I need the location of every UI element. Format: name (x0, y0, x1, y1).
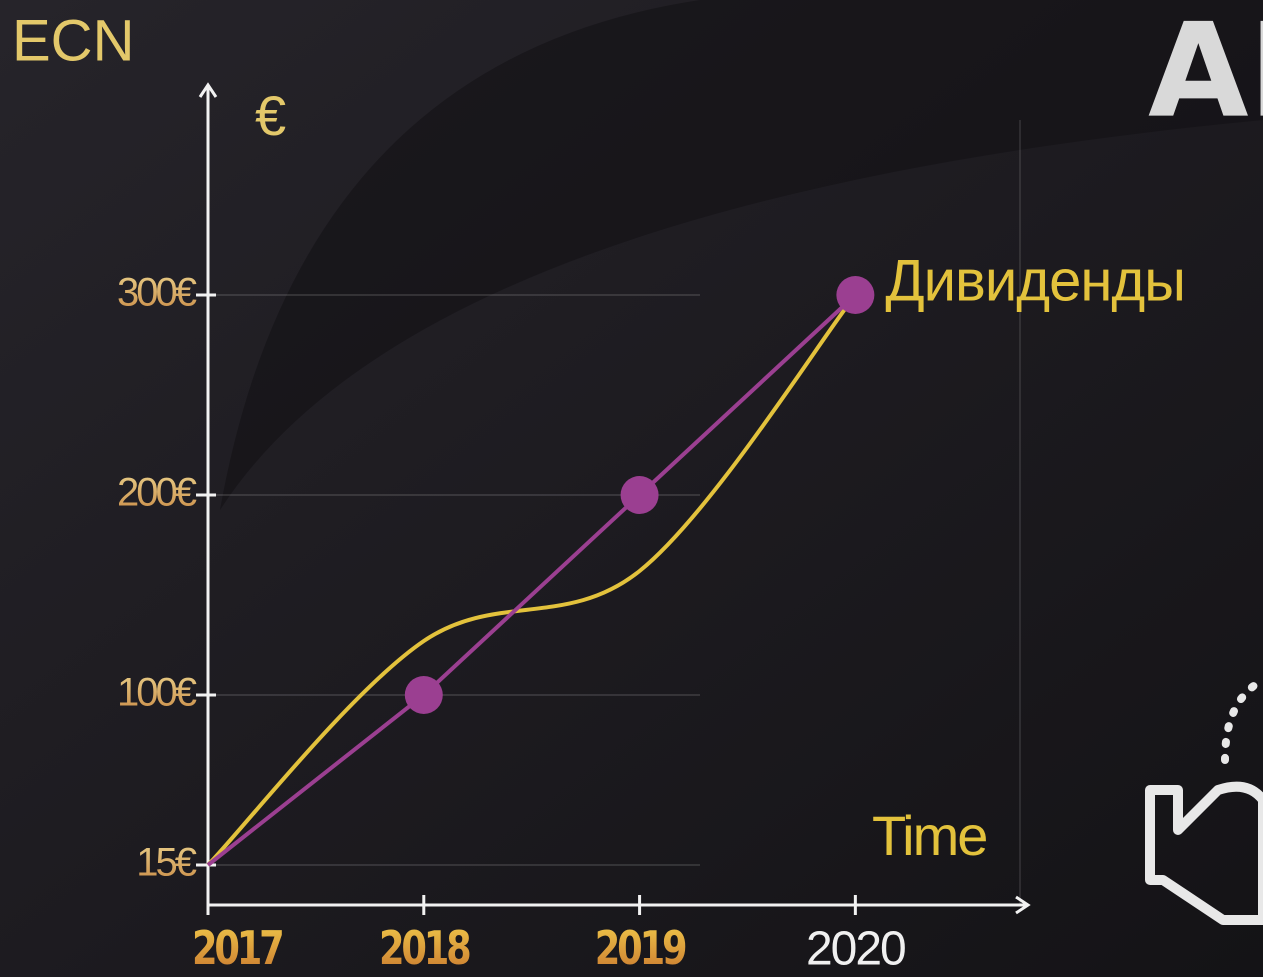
y-axis-label: € (255, 84, 286, 147)
hand-icon (1145, 781, 1263, 925)
y-axis-arrow (198, 82, 218, 98)
dots-icon (1221, 676, 1263, 764)
x-tick-label: 2019 (595, 921, 686, 975)
x-tick-label: 2020 (806, 923, 905, 976)
x-axis-arrow (1015, 895, 1031, 915)
point (620, 476, 659, 514)
x-axis-label: Time (872, 804, 986, 867)
y-tick-label: 15€ (136, 841, 196, 885)
series-label: Дивиденды (885, 248, 1185, 313)
chart-title: ECN (12, 8, 134, 73)
series-line (206, 293, 857, 867)
point (836, 276, 875, 314)
series-line (206, 293, 857, 867)
y-tick-label: 300€ (117, 271, 197, 315)
heading: AI (1148, 0, 1263, 147)
decor-shape (220, 0, 1263, 510)
x-tick-label: 2017 (192, 921, 282, 975)
x-tick-label: 2018 (379, 921, 470, 975)
y-tick-label: 100€ (117, 671, 197, 715)
y-tick-label: 200€ (117, 471, 197, 515)
point (404, 676, 443, 714)
